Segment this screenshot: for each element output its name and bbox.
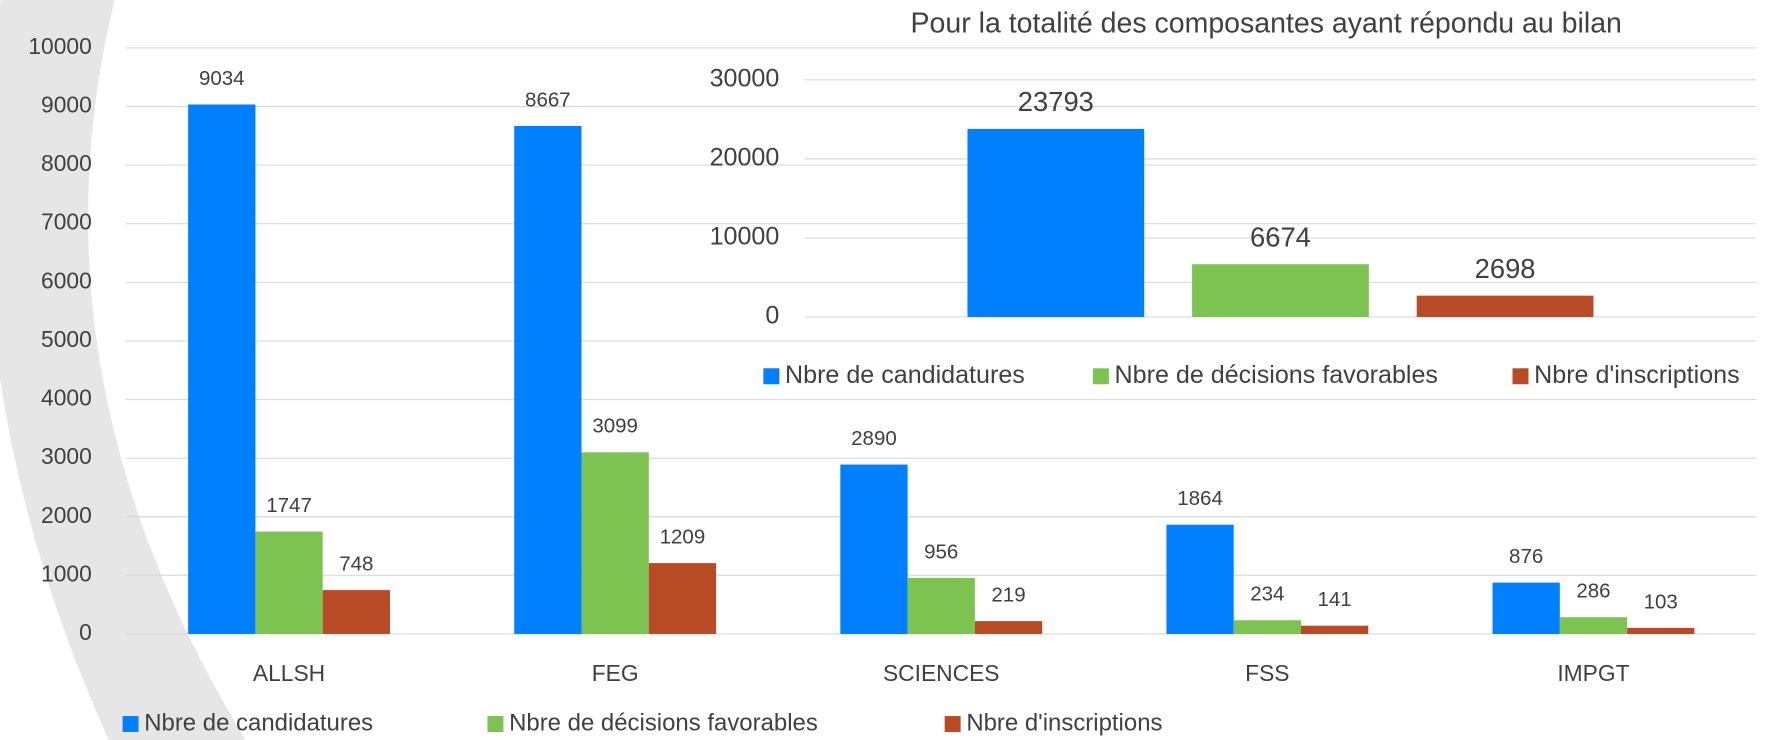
data-label: 1209 [660,525,706,548]
y-tick-label: 0 [79,619,92,645]
legend-label: Nbre d'inscriptions [966,709,1162,736]
bar [974,621,1043,634]
y-tick-label: 0 [765,302,779,330]
data-label: 6674 [1250,221,1311,252]
bar [1166,524,1234,634]
chart-title: Pour la totalité des composantes ayant r… [911,8,1622,40]
bar [840,464,908,634]
data-label: 103 [1644,590,1678,613]
data-label: 8667 [525,88,571,111]
data-label: 234 [1250,583,1284,606]
bar [255,531,323,634]
data-label: 1864 [1177,487,1223,510]
data-label: 748 [339,552,373,575]
y-tick-label: 3000 [41,443,92,469]
x-tick-label: FEG [592,660,639,686]
bar [188,104,256,634]
bar [648,563,717,634]
data-label: 1747 [266,494,312,517]
legend-swatch [487,716,504,733]
x-tick-label: FSS [1245,660,1289,686]
bar [1192,264,1369,317]
y-tick-label: 2000 [41,502,92,528]
bar [1233,620,1301,634]
bar [322,590,390,634]
bar [967,128,1145,317]
legend-label: Nbre de décisions favorables [1115,361,1438,389]
legend-label: Nbre de décisions favorables [509,709,818,736]
bar [907,577,975,634]
data-label: 876 [1509,545,1543,568]
y-tick-label: 10000 [710,223,780,251]
legend-label: Nbre de candidatures [144,709,373,736]
bar [1416,295,1594,317]
data-label: 2698 [1475,253,1536,284]
y-tick-label: 10000 [28,33,91,59]
legend-label: Nbre d'inscriptions [1534,361,1740,389]
legend-swatch [122,716,139,733]
data-label: 2890 [851,427,897,450]
x-tick-label: SCIENCES [883,660,1000,686]
y-tick-label: 7000 [41,209,92,235]
bar [581,452,649,634]
bar [1300,625,1369,634]
bar [514,126,582,634]
y-tick-label: 9000 [41,92,92,118]
legend-swatch [944,716,961,733]
legend-label: Nbre de candidatures [785,361,1025,389]
data-label: 286 [1576,580,1610,603]
legend-swatch [1512,368,1529,385]
y-tick-label: 8000 [41,150,92,176]
y-tick-label: 4000 [41,385,92,411]
legend-swatch [1092,368,1109,385]
charts: 0 1000 2000 3000 4000 5000 6000 7000 8000 9000 100… [28,8,1757,736]
data-label: 219 [991,583,1025,606]
legend-swatch [763,368,780,385]
x-tick-label: IMPGT [1557,660,1629,686]
y-tick-label: 1000 [41,560,92,586]
decorative-arc [0,0,246,740]
bar [1492,582,1560,634]
y-tick-label: 5000 [41,326,92,352]
data-label: 956 [924,540,958,563]
data-label: 141 [1318,588,1352,611]
y-tick-label: 30000 [710,64,780,92]
data-label: 3099 [592,415,638,438]
y-tick-label: 20000 [710,143,780,171]
bar [1627,627,1695,634]
y-tick-label: 6000 [41,267,92,293]
bar [1559,617,1628,634]
data-label: 9034 [199,67,245,90]
x-tick-label: ALLSH [253,660,325,686]
data-label: 23793 [1018,86,1094,117]
